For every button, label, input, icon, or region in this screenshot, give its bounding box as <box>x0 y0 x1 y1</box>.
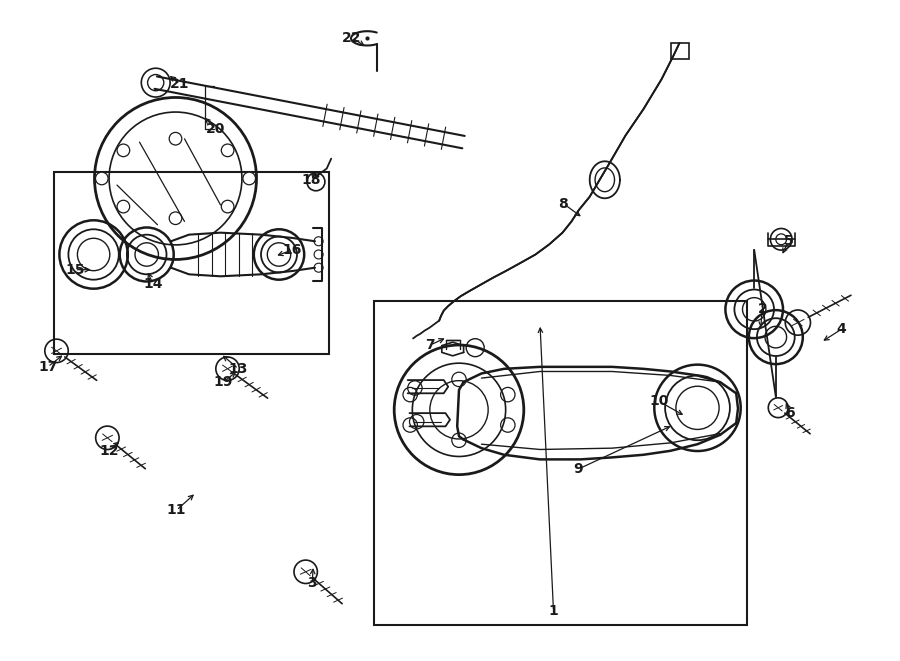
Text: 19: 19 <box>213 375 233 389</box>
Circle shape <box>169 212 182 225</box>
Text: 21: 21 <box>170 77 190 91</box>
Circle shape <box>169 132 182 145</box>
Text: 12: 12 <box>99 444 119 458</box>
Text: 13: 13 <box>229 362 248 376</box>
Circle shape <box>221 144 234 157</box>
Bar <box>54 172 328 354</box>
Circle shape <box>117 200 130 213</box>
Text: 9: 9 <box>573 462 582 477</box>
Circle shape <box>221 200 234 213</box>
Text: 10: 10 <box>649 394 669 408</box>
Text: 16: 16 <box>283 243 302 257</box>
Text: 14: 14 <box>143 277 163 292</box>
Text: 2: 2 <box>758 301 767 316</box>
Text: 1: 1 <box>549 604 558 619</box>
Text: 22: 22 <box>342 30 362 45</box>
Circle shape <box>95 172 108 185</box>
Text: 20: 20 <box>206 122 226 136</box>
Text: 18: 18 <box>302 173 321 187</box>
Text: 8: 8 <box>559 196 568 211</box>
Bar <box>670 43 688 59</box>
Text: 11: 11 <box>166 503 186 518</box>
Text: 7: 7 <box>426 338 435 352</box>
Text: 5: 5 <box>784 234 793 249</box>
Text: 4: 4 <box>837 322 846 336</box>
Circle shape <box>117 144 130 157</box>
Text: 17: 17 <box>38 360 58 374</box>
Bar <box>374 301 747 625</box>
Text: 15: 15 <box>65 262 85 277</box>
Text: 3: 3 <box>308 576 317 590</box>
Circle shape <box>243 172 256 185</box>
Text: 6: 6 <box>786 406 795 420</box>
